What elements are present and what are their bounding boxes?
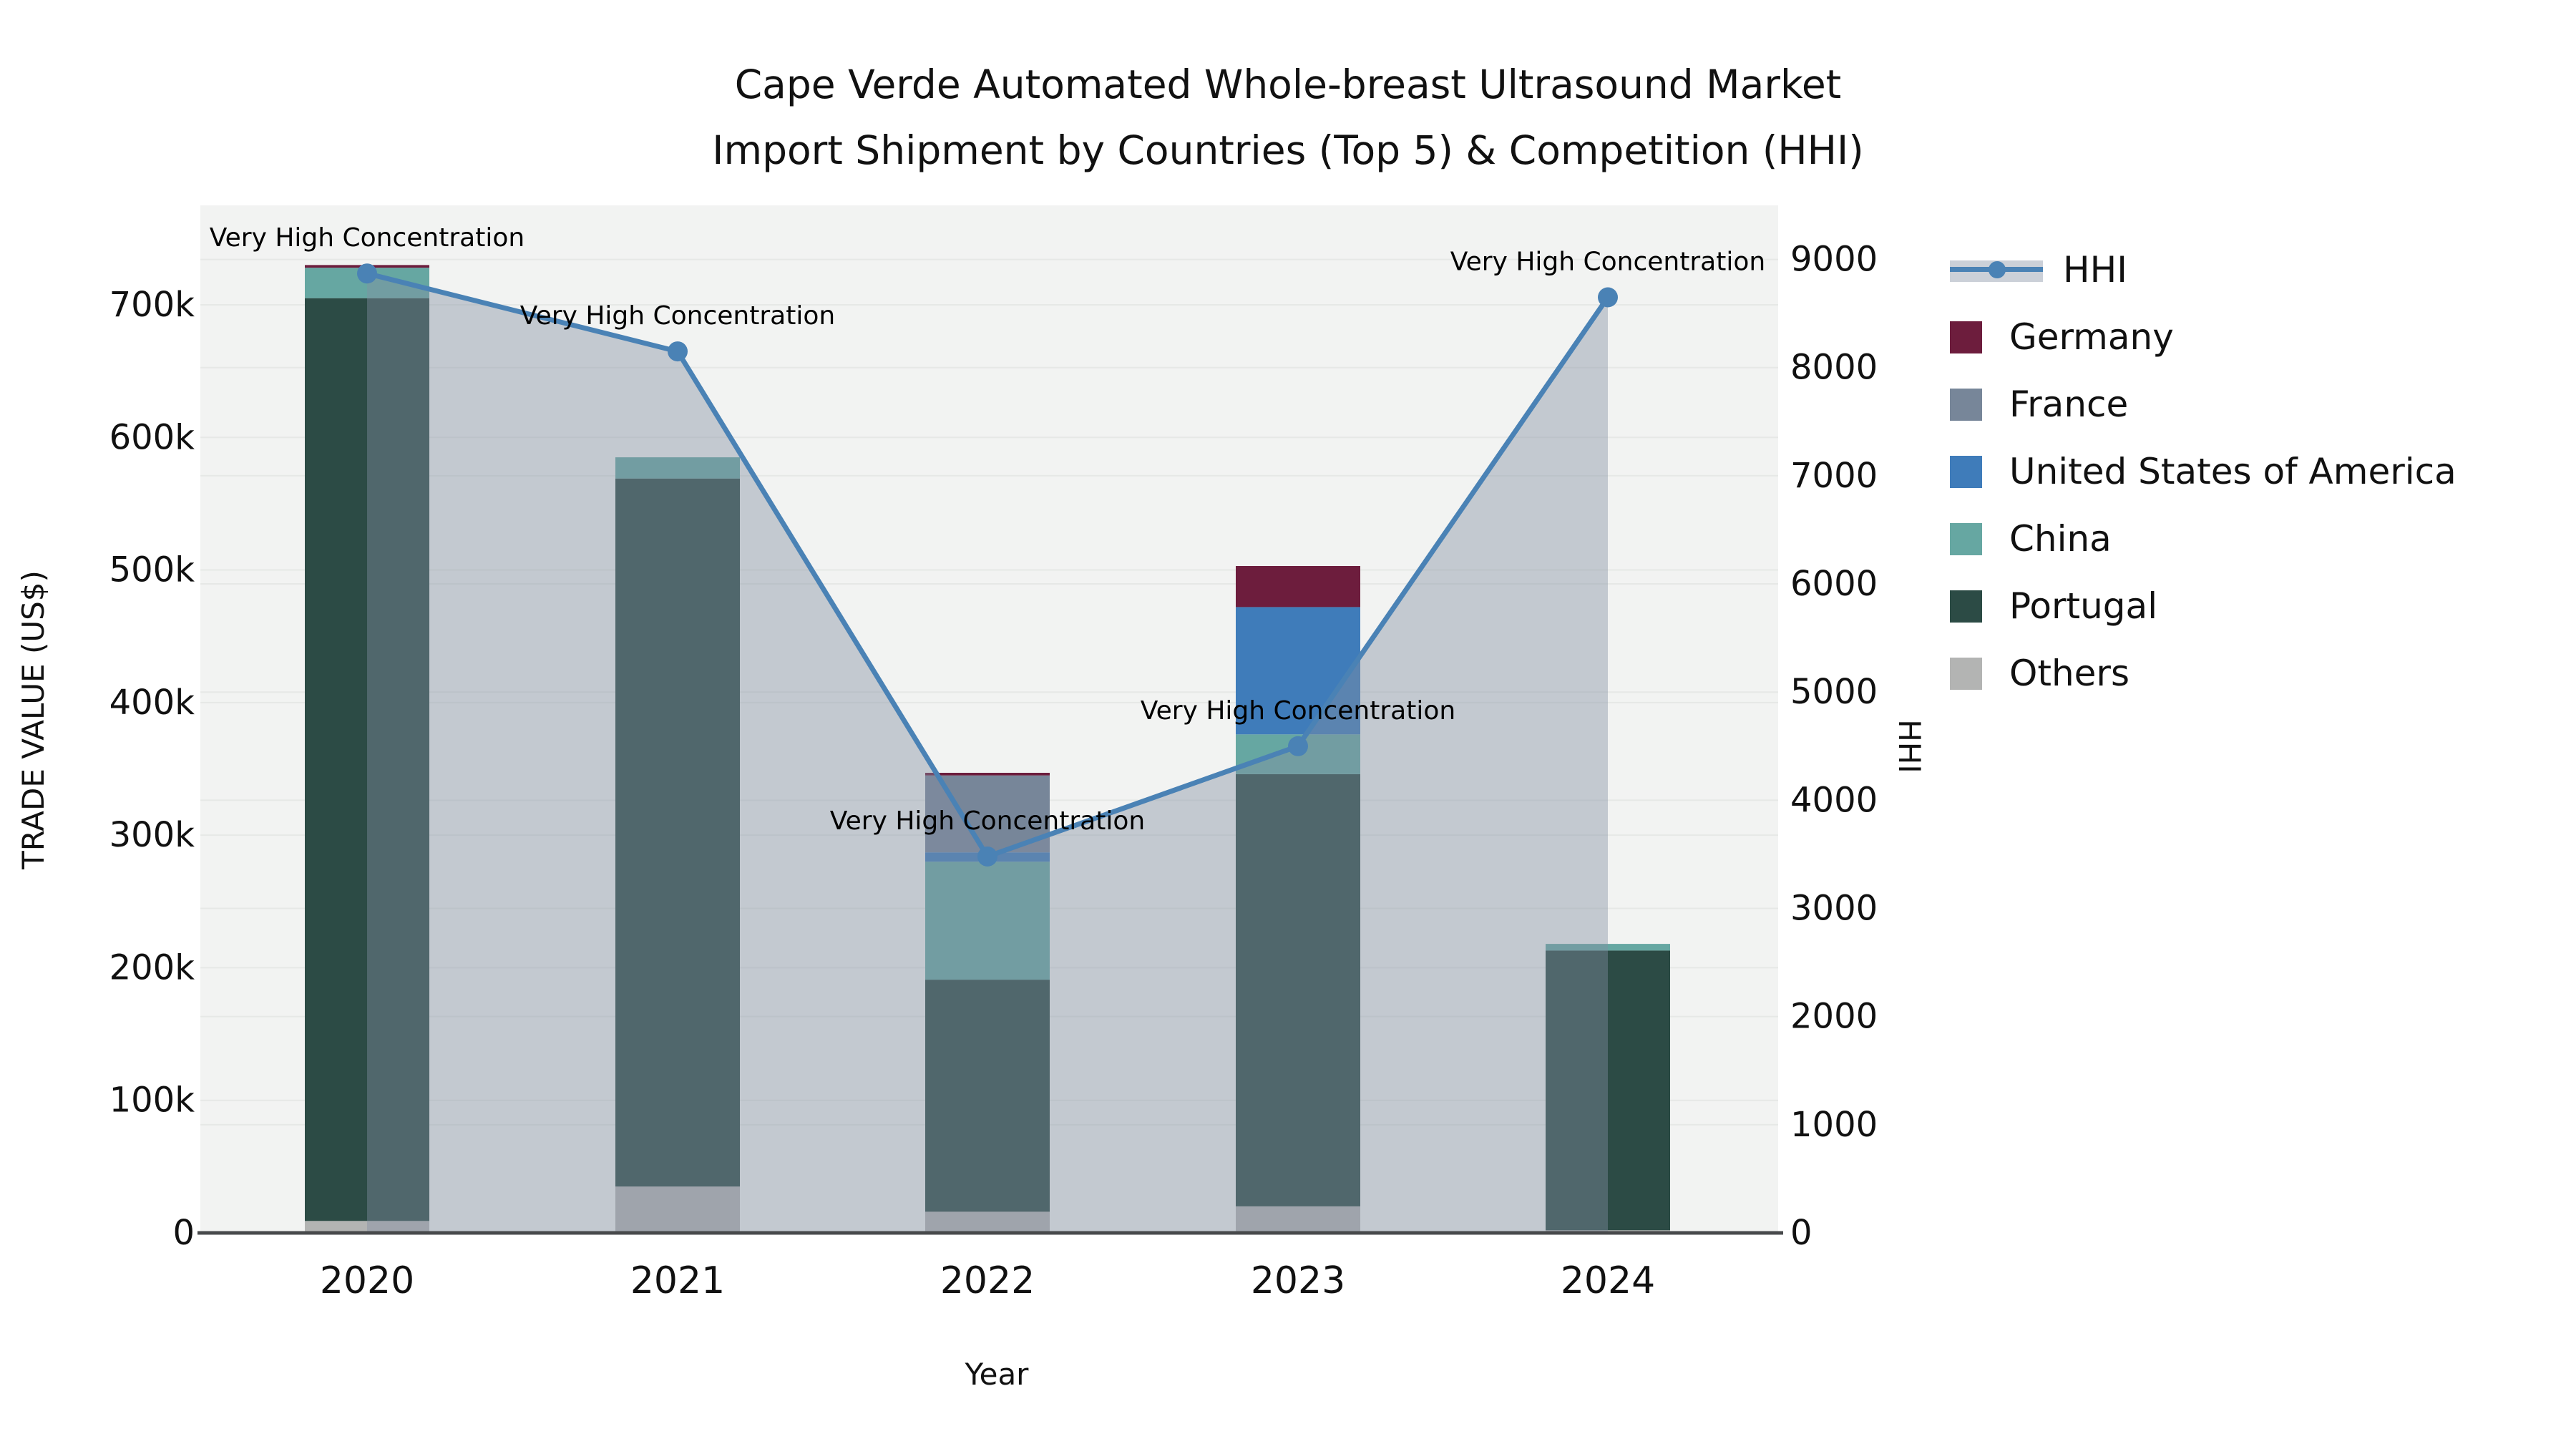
annotation-2020: Very High Concentration <box>210 223 525 253</box>
bar-segment-portugal-2021[interactable] <box>615 478 740 1187</box>
legend-color-swatch <box>1950 522 1982 555</box>
hhi-line-swatch-icon <box>1950 254 2043 286</box>
legend-item-hhi[interactable]: HHI <box>1950 236 2457 303</box>
y-right-tick-label: 3000 <box>1790 889 1878 929</box>
y-axis-title-left: TRADE VALUE (US$) <box>16 570 51 869</box>
bar-segment-germany-2022[interactable] <box>925 773 1050 776</box>
y-right-tick-label: 4000 <box>1790 780 1878 820</box>
hhi-marker-2021[interactable] <box>668 341 688 362</box>
hhi-area-fill <box>367 273 1608 1234</box>
y-left-tick-label: 400k <box>109 683 195 723</box>
y-right-tick-label: 8000 <box>1790 348 1878 388</box>
chart-title-line1: Cape Verde Automated Whole-breast Ultras… <box>734 62 1842 107</box>
bar-segment-united-states-of-america-2023[interactable] <box>1236 607 1360 735</box>
hhi-marker-dot-icon <box>1989 260 2006 278</box>
hhi-marker-2024[interactable] <box>1598 287 1618 308</box>
x-axis-title: Year <box>965 1357 1029 1392</box>
legend: HHI Germany France United States of America… <box>1950 236 2457 707</box>
legend-color-swatch <box>1950 590 1982 623</box>
legend-label: Others <box>2009 653 2130 694</box>
legend-color-swatch <box>1950 321 1982 353</box>
hhi-marker-2020[interactable] <box>357 263 377 284</box>
legend-item-portugal[interactable]: Portugal <box>1950 572 2457 640</box>
bar-segment-china-2021[interactable] <box>615 457 740 479</box>
y-left-tick-label: 300k <box>109 815 195 855</box>
legend-label: HHI <box>2063 249 2127 291</box>
y-right-tick-label: 6000 <box>1790 564 1878 604</box>
x-tick-label-2022: 2022 <box>940 1259 1035 1302</box>
hhi-marker-2023[interactable] <box>1288 736 1308 756</box>
y-left-tick-label: 0 <box>172 1213 195 1253</box>
legend-item-germany[interactable]: Germany <box>1950 303 2457 371</box>
x-tick-label-2024: 2024 <box>1561 1259 1655 1302</box>
y-right-tick-label: 2000 <box>1790 997 1878 1037</box>
y-right-tick-label: 1000 <box>1790 1105 1878 1145</box>
legend-item-china[interactable]: China <box>1950 505 2457 572</box>
y-right-tick-label: 5000 <box>1790 672 1878 712</box>
legend-label: France <box>2009 384 2129 425</box>
x-tick-label-2023: 2023 <box>1251 1259 1345 1302</box>
legend-label: China <box>2009 518 2112 560</box>
y-left-tick-label: 200k <box>109 947 195 987</box>
legend-label: Germany <box>2009 316 2174 358</box>
annotation-2024: Very High Concentration <box>1450 248 1765 277</box>
bar-segment-portugal-2022[interactable] <box>925 980 1050 1212</box>
bar-segment-others-2023[interactable] <box>1236 1206 1360 1233</box>
bar-segment-portugal-2023[interactable] <box>1236 774 1360 1206</box>
y-axis-title-right: HHI <box>1892 719 1927 774</box>
bar-segment-germany-2023[interactable] <box>1236 566 1360 608</box>
bar-segment-china-2022[interactable] <box>925 862 1050 980</box>
legend-color-swatch <box>1950 388 1982 421</box>
legend-color-swatch <box>1950 455 1982 488</box>
legend-item-france[interactable]: France <box>1950 371 2457 438</box>
legend-label: United States of America <box>2009 451 2457 492</box>
x-tick-label-2020: 2020 <box>320 1259 414 1302</box>
y-right-tick-label: 9000 <box>1790 240 1878 280</box>
bar-segment-others-2022[interactable] <box>925 1211 1050 1233</box>
chart-title-line2: Import Shipment by Countries (Top 5) & C… <box>712 127 1864 173</box>
legend-item-united-states-of-america[interactable]: United States of America <box>1950 438 2457 505</box>
annotation-2023: Very High Concentration <box>1141 696 1455 726</box>
bar-segment-portugal-2024[interactable] <box>1546 950 1670 1231</box>
y-right-tick-label: 7000 <box>1790 456 1878 496</box>
y-left-tick-label: 700k <box>109 285 195 325</box>
x-tick-label-2021: 2021 <box>630 1259 725 1302</box>
bar-segment-others-2020[interactable] <box>305 1221 429 1233</box>
y-left-tick-label: 600k <box>109 417 195 457</box>
annotation-2022: Very High Concentration <box>830 806 1145 836</box>
hhi-marker-2022[interactable] <box>977 847 997 867</box>
legend-label: Portugal <box>2009 585 2158 627</box>
bar-segment-others-2021[interactable] <box>615 1186 740 1233</box>
annotation-2021: Very High Concentration <box>520 301 835 331</box>
bar-segment-portugal-2020[interactable] <box>305 298 429 1221</box>
legend-item-others[interactable]: Others <box>1950 640 2457 707</box>
y-right-tick-label: 0 <box>1790 1213 1813 1253</box>
chart-title: Cape Verde Automated Whole-breast Ultras… <box>572 52 2004 183</box>
y-left-tick-label: 500k <box>109 550 195 590</box>
bar-segment-china-2024[interactable] <box>1546 944 1670 951</box>
y-left-tick-label: 100k <box>109 1080 195 1121</box>
legend-color-swatch <box>1950 657 1982 690</box>
